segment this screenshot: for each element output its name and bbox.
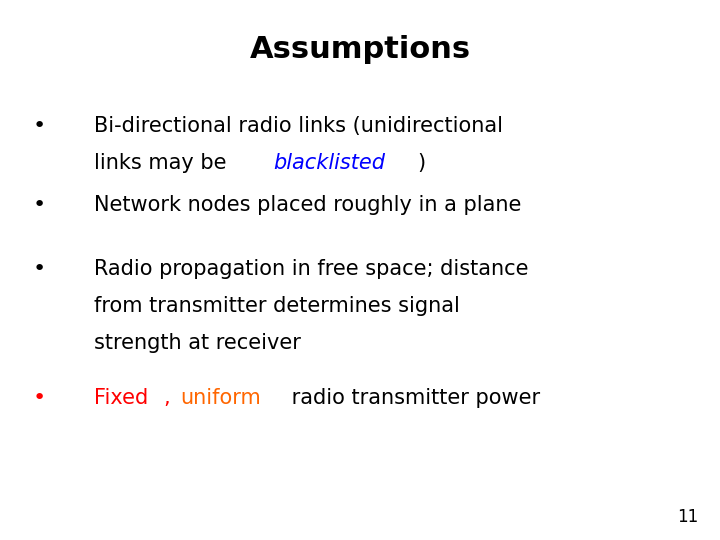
Text: from transmitter determines signal: from transmitter determines signal: [94, 296, 459, 316]
Text: •: •: [33, 116, 46, 136]
Text: blacklisted: blacklisted: [273, 153, 385, 173]
Text: 11: 11: [677, 509, 698, 526]
Text: •: •: [33, 388, 46, 408]
Text: Fixed: Fixed: [94, 388, 148, 408]
Text: radio transmitter power: radio transmitter power: [285, 388, 540, 408]
Text: ): ): [418, 153, 426, 173]
Text: Network nodes placed roughly in a plane: Network nodes placed roughly in a plane: [94, 195, 521, 215]
Text: uniform: uniform: [181, 388, 261, 408]
Text: ,: ,: [163, 388, 177, 408]
Text: •: •: [33, 259, 46, 279]
Text: strength at receiver: strength at receiver: [94, 333, 300, 353]
Text: Assumptions: Assumptions: [249, 35, 471, 64]
Text: •: •: [33, 195, 46, 215]
Text: Radio propagation in free space; distance: Radio propagation in free space; distanc…: [94, 259, 528, 279]
Text: Bi-directional radio links (unidirectional: Bi-directional radio links (unidirection…: [94, 116, 503, 136]
Text: links may be: links may be: [94, 153, 233, 173]
